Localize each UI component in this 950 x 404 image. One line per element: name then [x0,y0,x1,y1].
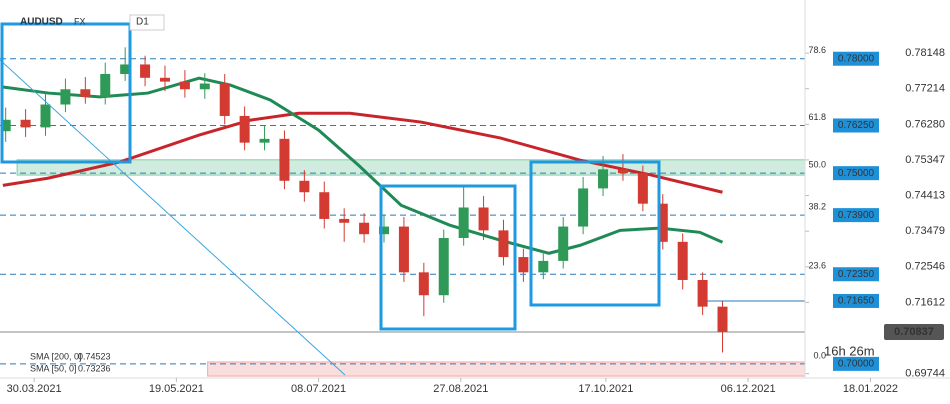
candle-body [239,115,250,143]
candle-body [100,73,111,97]
fib-ratio: 23.6 [808,261,826,271]
candle-body [120,64,131,74]
x-tick-label: 30.03.2021 [7,383,62,395]
trend-line [0,59,346,376]
candle-body [617,169,628,174]
candle-body [299,180,310,193]
fib-label-box [833,208,879,223]
y-tick-label: 0.77214 [905,83,945,95]
legend-name: SMA [50, 0] [30,363,77,373]
candle-body [40,104,51,128]
candle-body [717,306,728,332]
candle-body [179,81,190,90]
market: FX [74,16,86,26]
candle-body [60,89,71,105]
candle-body [518,257,529,273]
fib-label: 0.72350 [838,269,875,280]
x-tick-label: 08.07.2021 [291,383,346,395]
candle-body [677,241,688,280]
candle-body [199,83,210,90]
fib-label: 0.73900 [838,210,875,221]
candle-body [339,218,350,223]
x-tick-label: 27.08.2021 [433,383,488,395]
fib-ratio: 61.8 [808,112,826,122]
y-tick-label: 0.69744 [905,368,945,380]
fib-label-box [833,356,879,371]
candle-body [418,272,429,296]
y-tick-label: 0.73479 [905,225,945,237]
annotation-box [0,22,132,164]
fib-ratio: 50.0 [808,160,826,170]
fib-label: 0.78000 [838,53,875,64]
x-tick-label: 06.12.2021 [721,383,776,395]
support-label-box [833,293,879,308]
candle-body [637,173,648,204]
candle-body [598,169,609,189]
support-label: 0.71650 [838,296,875,307]
annotation-box [379,184,517,331]
fib-ratio: 78.6 [808,45,826,55]
fib-ratio: 0.0 [813,350,826,360]
overlay: 78.6 0.78000 61.8 0.76250 50.0 0.75000 38.2 0.7… [30,45,944,373]
candle-body [140,64,151,78]
candle-body [319,192,330,219]
candle-body [438,238,449,296]
y-tick-label: 0.76280 [905,118,945,130]
candle-body [20,119,31,128]
fib-label-box [833,267,879,282]
candle-body [0,119,11,132]
legend-value: 0.74523 [78,351,111,361]
candle-body [279,138,290,181]
y-tick-label: 0.78148 [905,47,945,59]
candle-body [657,203,668,242]
fib-ratio: 38.2 [808,201,826,211]
candle-body [219,83,230,116]
x-tick-label: 17.10.2021 [578,383,633,395]
candle-body [458,207,469,239]
fib-label: 0.75000 [838,168,875,179]
x-tick-label: 19.05.2021 [149,383,204,395]
y-tick-label: 0.75347 [905,154,945,166]
countdown: 16h 26m [824,343,875,358]
legend-name: SMA [200, 0] [30,351,82,361]
fib-label-box [833,118,879,133]
fib-label: 0.76250 [838,120,875,131]
y-tick-label: 0.71612 [905,296,945,308]
y-tick-label: 0.72546 [905,261,945,273]
last-price: 0.70837 [894,326,934,338]
fib-label-box [833,166,879,181]
annotation-box [529,160,661,307]
candle-body [379,226,390,235]
candle-body [159,77,170,82]
timeframe-select[interactable] [129,14,165,31]
symbol[interactable]: AUDUSD [20,17,63,28]
y-tick-label: 0.74413 [905,189,945,201]
candle-body [538,260,549,273]
timeframe[interactable]: D1 [136,17,149,28]
candle-body [80,89,91,97]
candle-body [398,226,409,273]
fib-label-box [833,51,879,66]
candle-body [359,222,370,235]
candle-body [478,207,489,231]
last-price-box [884,323,944,340]
fib-label: 0.70000 [838,359,875,370]
legend-value: 0.73236 [78,363,111,373]
candle-body [558,226,569,261]
x-tick-label: 18.01.2022 [843,383,898,395]
candle-body [697,279,708,307]
candle-body [498,230,509,258]
candle-body [578,188,589,227]
candle-body [259,138,270,143]
